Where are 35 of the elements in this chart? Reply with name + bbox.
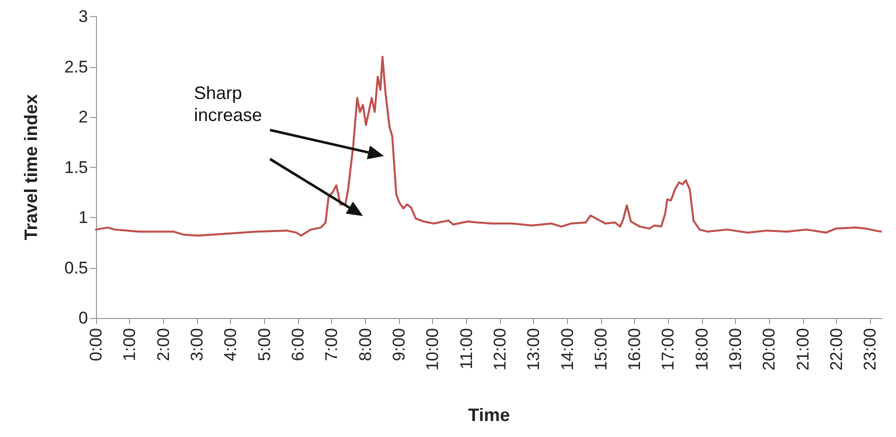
x-tick-label: 10:00 <box>423 328 442 371</box>
x-tick-label: 2:00 <box>154 328 173 362</box>
x-tick-label: 5:00 <box>254 328 274 362</box>
x-tick-label: 19:00 <box>726 328 746 371</box>
x-tick-label: 7:00 <box>322 328 342 362</box>
x-tick-label: 16:00 <box>625 328 644 371</box>
x-tick-label: 20:00 <box>760 328 779 371</box>
x-tick-label: 8:00 <box>356 328 375 362</box>
x-tick-label: 11:00 <box>456 328 476 370</box>
y-tick-label: 1.5 <box>64 158 88 177</box>
y-tick-label: 1 <box>78 208 88 227</box>
x-tick-label: 21:00 <box>793 328 812 371</box>
x-tick-label: 22:00 <box>827 328 846 371</box>
line-series <box>95 56 882 237</box>
y-axis-title: Travel time index <box>21 94 41 240</box>
x-tick-label: 3:00 <box>187 328 206 362</box>
x-tick-label: 1:00 <box>120 328 140 362</box>
x-tick-label: 13:00 <box>524 328 544 371</box>
x-tick-label: 6:00 <box>288 328 308 362</box>
x-tick-label: 23:00 <box>860 328 880 371</box>
x-tick-label: 17:00 <box>658 328 678 371</box>
x-tick-label: 15:00 <box>591 328 610 371</box>
annotation: Sharp increase <box>194 83 262 125</box>
y-tick-label: 2 <box>78 108 88 126</box>
x-tick-label: 12:00 <box>490 328 510 371</box>
x-tick-label: 18:00 <box>692 328 712 371</box>
y-tick-label: 2.5 <box>64 57 88 76</box>
x-tick-label: 9:00 <box>389 328 408 362</box>
x-axis-title: Time <box>468 405 510 425</box>
x-tick-label: 14:00 <box>558 328 577 371</box>
y-tick-label: 0.5 <box>64 258 88 278</box>
y-tick-label: 0 <box>78 308 88 328</box>
y-tick-label: 3 <box>78 7 88 26</box>
x-tick-label: 0:00 <box>86 328 106 362</box>
x-tick-label: 4:00 <box>221 328 240 362</box>
